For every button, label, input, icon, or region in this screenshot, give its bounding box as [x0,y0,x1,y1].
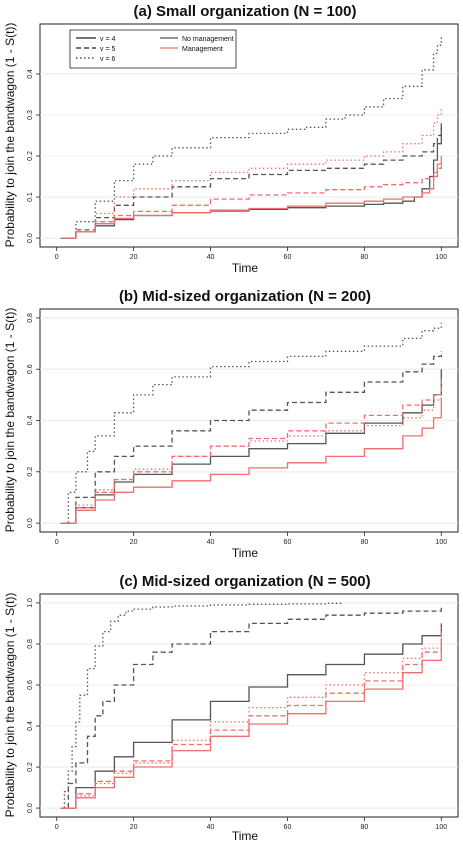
panel-b-x-tick-label: 0 [55,539,59,546]
panel-b-series [60,323,442,524]
panel-b-x-tick-label: 80 [360,539,368,546]
panel-c-y-tick-label: 0.0 [27,803,34,813]
panel-c-x-tick-label: 0 [55,824,59,831]
panel-b-series-v4-no-management [60,369,442,524]
panel-a-y-tick-label: 0.1 [27,192,34,202]
panel-a-x-tick-label: 80 [360,254,368,261]
legend-v5-label: v = 5 [100,46,115,53]
panel-a: (a) Small organization (N = 100) 0.00.10… [3,3,459,275]
panel-c-y-tick-label: 0.4 [27,721,34,731]
panel-b-x-tick-label: 60 [284,539,292,546]
panel-b-y-tick-label: 0.8 [27,313,34,323]
panel-b-series-v4-management [60,397,442,524]
panel-a-x-ticks: 0 20 40 60 80 100 [55,247,447,261]
panel-a-frame [39,23,459,248]
panel-c-frame [39,593,459,818]
panel-a-x-tick-label: 60 [284,254,292,261]
panel-b-series-v6-management [60,389,442,524]
panel-a-series-v5-no-management [60,127,442,239]
panel-b-y-ticks: 0.0 0.2 0.4 0.6 0.8 [27,313,40,528]
panel-a-xlabel: Time [232,261,259,275]
panel-a-x-tick-label: 20 [130,254,138,261]
panel-a-series-v6-management [60,106,442,239]
legend-no-management-label: No management [182,36,234,43]
panel-c-x-tick-label: 20 [130,824,138,831]
panel-a-grid [40,73,458,239]
panel-a-y-ticks: 0.0 0.1 0.2 0.3 0.4 [27,69,40,243]
legend-box [69,29,237,69]
panel-c: (c) Mid-sized organization (N = 500) 0.0… [3,573,459,843]
panel-c-y-tick-label: 0.2 [27,762,34,772]
panel-c-x-tick-label: 40 [207,824,215,831]
legend-management-label: Management [182,46,223,53]
panel-c-series-v4-no-management [60,623,442,809]
panel-a-y-tick-label: 0.2 [27,151,34,161]
panel-b-y-tick-label: 0.2 [27,467,34,477]
panel-b-x-tick-label: 40 [207,539,215,546]
panel-a-y-tick-label: 0.3 [27,110,34,120]
panel-b-series-v5-management [60,379,442,524]
panel-c-series-v5-no-management [60,607,442,809]
legend: v = 4 v = 5 v = 6 No management Manageme… [69,29,237,69]
panel-c-x-tick-label: 100 [435,824,447,831]
panel-b-series-v6-no-management [60,323,442,524]
panel-c-y-tick-label: 0.6 [27,680,34,690]
panel-c-title: (c) Mid-sized organization (N = 500) [119,573,370,590]
panel-a-y-tick-label: 0.4 [27,69,34,79]
panel-a-x-tick-label: 0 [55,254,59,261]
panel-a-series-v4-management [60,156,442,239]
panel-a-series-v4-no-management [60,123,442,239]
panel-b-y-tick-label: 0.6 [27,364,34,374]
legend-v4-label: v = 4 [100,36,115,43]
panel-b-x-tick-label: 100 [435,539,447,546]
panel-b-title: (b) Mid-sized organization (N = 200) [119,288,371,305]
panel-b-xlabel: Time [232,546,259,560]
panel-a-title: (a) Small organization (N = 100) [134,3,357,20]
panel-c-y-tick-label: 1.0 [27,598,34,608]
panel-c-x-tick-label: 60 [284,824,292,831]
panel-c-y-tick-label: 0.8 [27,639,34,649]
panel-c-ylabel: Probability to join the bandwagon (1 - S… [3,593,17,818]
panel-b: (b) Mid-sized organization (N = 200) 0.0… [3,288,459,560]
panel-b-series-v5-no-management [60,351,442,524]
panel-b-ylabel: Probability to join the bandwagon (1 - S… [3,308,17,533]
panel-a-series-v5-management [60,164,442,239]
panel-c-y-ticks: 0.0 0.2 0.4 0.6 0.8 1.0 [27,598,40,813]
panel-b-x-tick-label: 20 [130,539,138,546]
panel-a-y-tick-label: 0.0 [27,233,34,243]
panel-c-series-v4-management [60,637,442,809]
panel-b-y-tick-label: 0.0 [27,518,34,528]
panel-c-xlabel: Time [232,829,259,843]
panel-c-series [60,602,442,809]
panel-b-y-tick-label: 0.4 [27,416,34,426]
panel-b-x-ticks: 0 20 40 60 80 100 [55,532,447,546]
panel-a-x-tick-label: 100 [435,254,447,261]
panel-a-ylabel: Probability to join the bandwagon (1 - S… [3,23,17,248]
panel-c-series-v5-management [60,631,442,809]
panel-a-x-tick-label: 40 [207,254,215,261]
panel-c-x-ticks: 0 20 40 60 80 100 [55,817,447,831]
legend-v6-label: v = 6 [100,56,115,63]
panel-c-x-tick-label: 80 [360,824,368,831]
panel-a-series-v6-no-management [60,37,442,239]
panel-c-series-v6-no-management [60,602,342,809]
panel-a-series [60,37,442,239]
